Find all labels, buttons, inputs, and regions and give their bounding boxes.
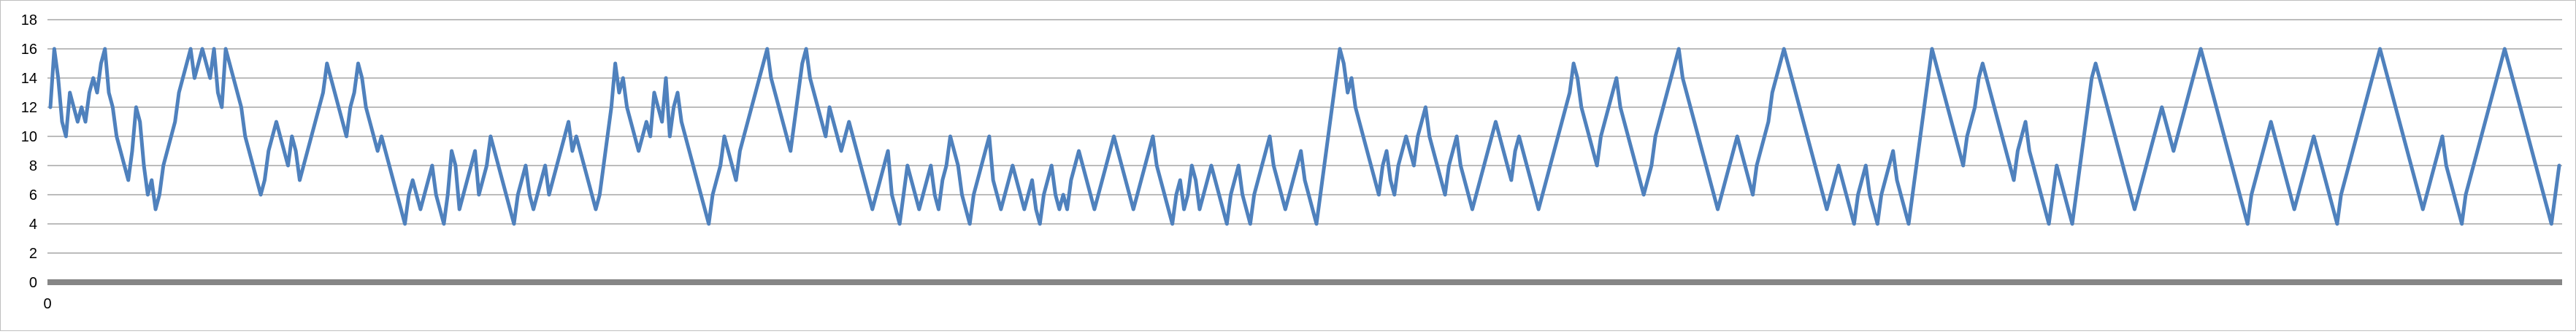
gridlines (47, 19, 2562, 254)
y-tick-label: 8 (29, 158, 37, 174)
y-tick-label: 16 (21, 42, 37, 58)
y-tick-label: 14 (21, 71, 37, 87)
y-tick-label: 6 (29, 187, 37, 203)
series-layer (48, 47, 2561, 226)
y-tick-label: 12 (21, 100, 37, 116)
x-tick-label: 0 (43, 296, 51, 312)
y-axis-tick-labels: 0 2 4 6 8 10 12 14 16 18 (21, 12, 37, 291)
y-tick-label: 18 (21, 12, 37, 28)
y-tick-label: 4 (29, 217, 37, 233)
y-tick-label: 10 (21, 129, 37, 145)
y-tick-label: 0 (29, 275, 37, 291)
x-axis-tick-labels: 0 (43, 296, 51, 312)
series-line-0 (48, 47, 2561, 226)
y-tick-label: 2 (29, 246, 37, 262)
